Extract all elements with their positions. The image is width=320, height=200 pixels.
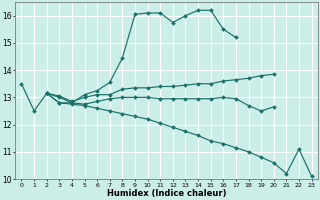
X-axis label: Humidex (Indice chaleur): Humidex (Indice chaleur) bbox=[107, 189, 226, 198]
